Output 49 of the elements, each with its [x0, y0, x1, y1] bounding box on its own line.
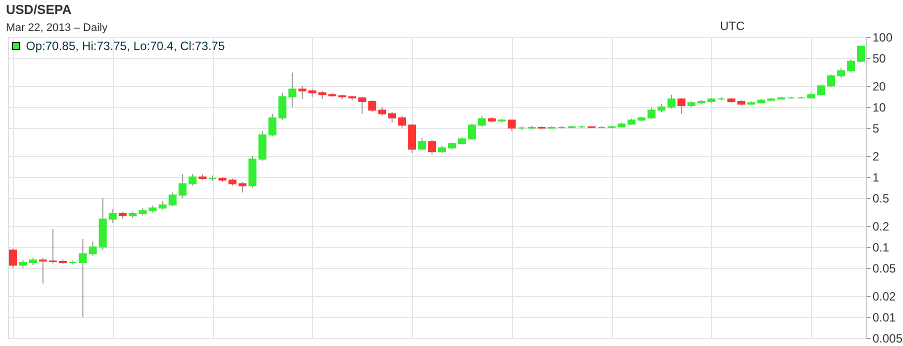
chart-title: USD/SEPA	[6, 2, 72, 17]
candlestick	[368, 100, 376, 112]
candlestick	[78, 238, 87, 318]
candlestick	[408, 123, 416, 154]
y-tick-label: 0.02	[872, 289, 896, 304]
candlestick	[108, 208, 117, 224]
y-tick-label: 0.1	[872, 240, 890, 254]
y-tick-label: 0.005	[872, 332, 903, 346]
y-tick-label: 0.2	[872, 219, 890, 234]
candlestick	[827, 74, 836, 88]
candlestick	[8, 248, 17, 269]
candlestick	[168, 192, 177, 207]
candlestick	[667, 94, 676, 110]
candlestick	[857, 46, 866, 62]
y-tick-label: 50	[872, 52, 886, 66]
annotation: Op:70.85, Hi:73.75, Lo:70.4, Cl:73.75	[26, 39, 226, 53]
candlestick	[278, 92, 286, 121]
candlestick	[388, 111, 396, 124]
candlestick	[468, 123, 476, 140]
y-tick-label: 0.01	[872, 310, 896, 324]
y-tick-label: 10	[872, 100, 886, 114]
text: UTC	[720, 19, 745, 33]
y-tick-label: 2	[872, 149, 880, 164]
candlestick	[298, 85, 306, 100]
candlestick	[428, 139, 436, 155]
y-tick-label: 5	[872, 122, 880, 136]
candlestick	[88, 240, 97, 256]
y-tick-label: 20	[872, 79, 886, 94]
y-tick-label: 0.05	[872, 262, 896, 276]
chart-subtitle: Mar 22, 2013 – Daily	[6, 22, 108, 34]
y-tick-label: 100	[872, 30, 893, 44]
candlestick	[178, 174, 187, 199]
candlestick	[288, 72, 296, 108]
candlestick	[358, 96, 366, 114]
candlestick	[508, 119, 516, 132]
candlestick	[847, 58, 856, 74]
candlestick	[478, 115, 486, 128]
candlestick	[398, 115, 406, 129]
candlestick	[837, 68, 846, 78]
candlestick	[238, 181, 246, 193]
candlestick	[677, 97, 686, 115]
candlestick	[38, 257, 47, 284]
candlestick	[268, 113, 276, 137]
candlestick	[418, 138, 426, 151]
y-tick-label: 1	[872, 170, 880, 184]
candlestick	[48, 228, 57, 264]
candlestick	[188, 174, 197, 186]
candlestick	[817, 84, 826, 96]
y-tick-label: 0.5	[872, 192, 890, 206]
